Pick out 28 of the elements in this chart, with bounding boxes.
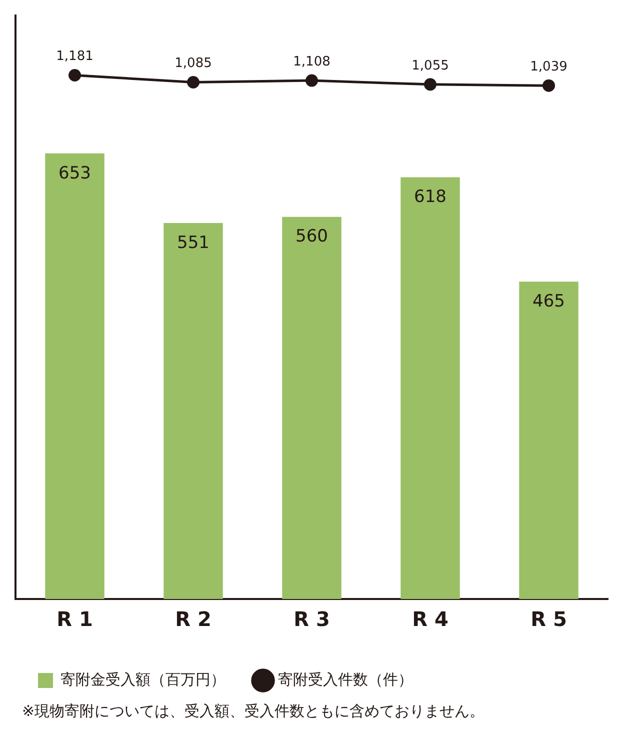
point [542,79,555,92]
text: ※現物寄附については、受入額、受入件数ともに含めておりません。 [21,702,486,721]
data-label: 1,055 [412,58,449,74]
data-label: 1,108 [293,54,330,70]
data-label: 1,181 [56,49,94,64]
data-label: 560 [296,226,328,247]
data-label: 551 [177,232,210,253]
x-tick-label: R 3 [294,607,330,632]
data-label: 1,039 [530,59,568,74]
point [68,68,81,82]
x-tick-label: R 2 [175,607,212,632]
bar [45,153,104,599]
bar [400,177,460,599]
data-label: 618 [414,187,446,208]
data-label: 1,085 [174,56,212,72]
x-tick-label: R 1 [56,607,93,632]
bar [282,216,342,599]
data-label: 465 [532,292,565,312]
bar [519,282,578,599]
data-label: 653 [58,163,91,184]
point [187,76,200,88]
point [306,74,318,87]
point [424,78,436,91]
x-tick-label: R 4 [412,607,448,632]
legend-label: 寄附金受入額（百万円） [60,670,226,688]
bar [164,222,223,599]
legend-label: 寄附受入件数（件） [278,670,413,688]
x-tick-label: R 5 [530,607,567,632]
